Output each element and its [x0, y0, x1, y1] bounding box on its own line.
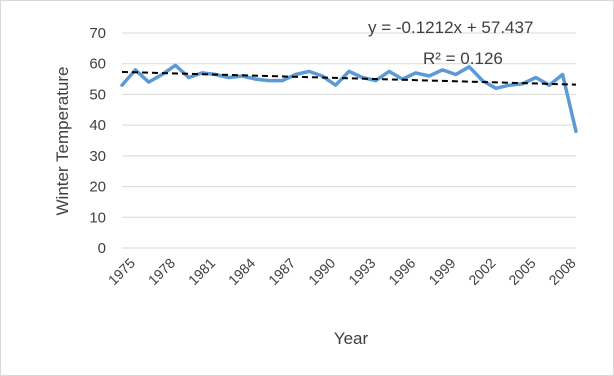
series-line-0 [120, 63, 578, 134]
x-tick-label-2005: 2005 [505, 255, 538, 288]
x-axis-ticks: 1975 1978 1981 1984 1987 1990 1993 1996 1999 2002… [105, 255, 579, 288]
x-tick-label-2002: 2002 [465, 255, 498, 288]
x-axis-label: Year [334, 329, 369, 348]
y-axis-label: Winter Temperature [53, 67, 72, 216]
gridlines [122, 32, 576, 249]
x-tick-label-1981: 1981 [185, 255, 218, 288]
trendline [121, 70, 577, 86]
x-tick-label-1999: 1999 [425, 255, 458, 288]
y-tick-label-60: 60 [89, 56, 106, 73]
y-tick-label-30: 30 [89, 148, 106, 165]
trendline-r-squared: R² = 0.126 [423, 49, 503, 68]
x-tick-label-1984: 1984 [225, 255, 258, 288]
x-tick-label-1990: 1990 [305, 255, 338, 288]
x-tick-label-1978: 1978 [145, 255, 178, 288]
y-tick-label-10: 10 [89, 209, 106, 226]
y-tick-label-50: 50 [89, 86, 106, 103]
y-tick-label-20: 20 [89, 179, 106, 196]
y-tick-label-0: 0 [98, 240, 106, 257]
y-axis-ticks: 0 10 20 30 40 50 60 70 [89, 25, 106, 257]
trendline-equation: y = -0.1212x + 57.437 [368, 18, 533, 37]
y-tick-label-40: 40 [89, 117, 106, 134]
y-tick-label-70: 70 [89, 25, 106, 42]
x-tick-label-1996: 1996 [385, 255, 418, 288]
x-tick-label-1987: 1987 [265, 255, 298, 288]
x-tick-label-2008: 2008 [545, 255, 578, 288]
x-tick-label-1975: 1975 [105, 255, 138, 288]
x-tick-label-1993: 1993 [345, 255, 378, 288]
series-layer [120, 63, 578, 134]
trendline-layer [121, 70, 577, 86]
